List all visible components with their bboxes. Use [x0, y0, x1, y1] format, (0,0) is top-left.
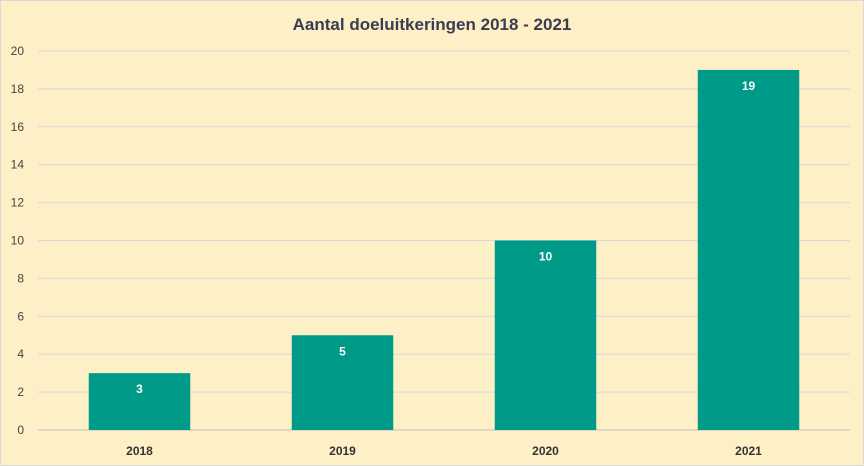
y-tick-label: 8 [17, 271, 24, 285]
data-label: 10 [539, 250, 553, 264]
chart-title: Aantal doeluitkeringen 2018 - 2021 [292, 15, 572, 34]
data-label: 5 [339, 344, 346, 358]
y-tick-label: 16 [11, 120, 25, 134]
y-tick-label: 14 [11, 158, 25, 172]
y-tick-label: 10 [11, 234, 25, 248]
x-tick-label: 2020 [532, 444, 559, 458]
y-tick-label: 0 [17, 423, 24, 437]
data-label: 3 [136, 382, 143, 396]
bar [88, 373, 191, 430]
y-tick-label: 6 [17, 309, 24, 323]
bar [494, 240, 597, 430]
x-tick-label: 2021 [735, 444, 762, 458]
y-tick-label: 4 [17, 347, 24, 361]
x-tick-label: 2019 [329, 444, 356, 458]
y-tick-label: 12 [11, 196, 25, 210]
y-tick-label: 20 [11, 44, 25, 58]
data-label: 19 [742, 79, 756, 93]
y-tick-label: 2 [17, 385, 24, 399]
bar [697, 69, 800, 430]
x-tick-label: 2018 [126, 444, 153, 458]
y-tick-label: 18 [11, 82, 25, 96]
bar [291, 335, 394, 430]
